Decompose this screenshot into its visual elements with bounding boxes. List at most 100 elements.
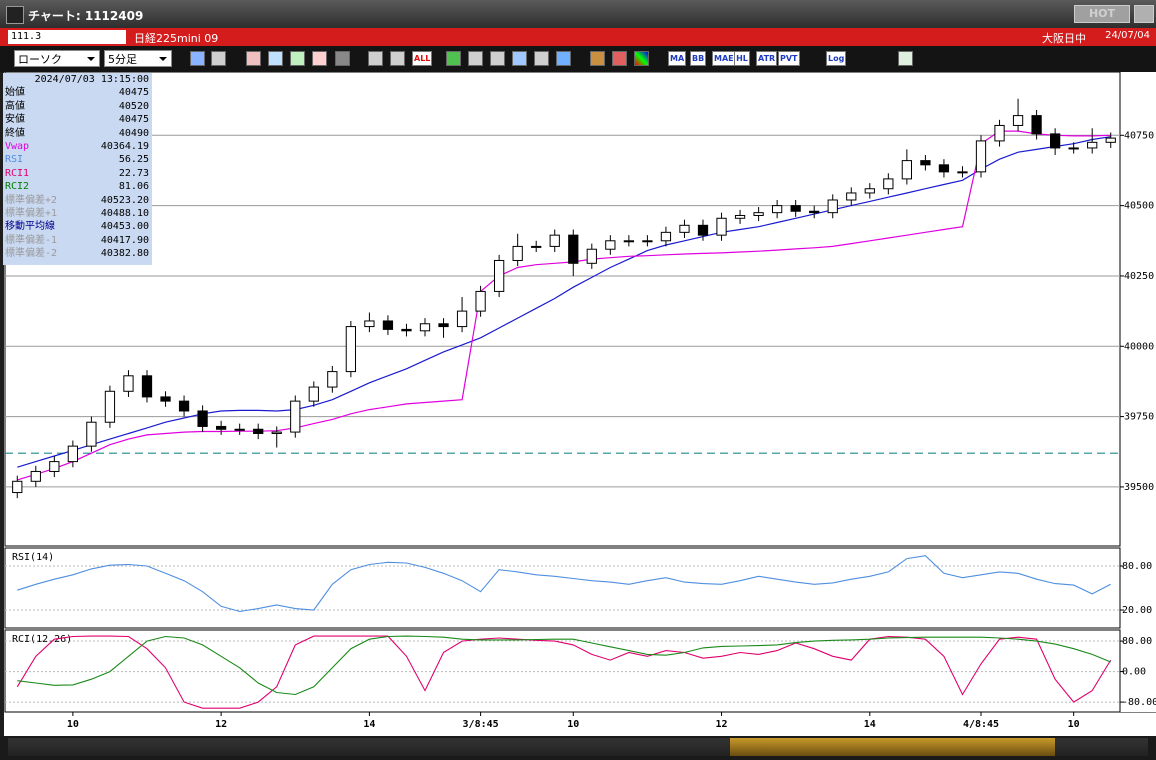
tool-icon[interactable] (211, 51, 226, 66)
toolbar-button[interactable]: ATR (756, 51, 778, 66)
toolbar-button[interactable]: MA (668, 51, 687, 66)
tool-icon[interactable] (390, 51, 405, 66)
scroll-thumb[interactable] (730, 738, 1055, 756)
candle-body (920, 160, 931, 166)
info-value: 22.73 (118, 167, 149, 179)
toolbar-button[interactable]: BB (690, 51, 707, 66)
toolbar-button[interactable]: Log (826, 51, 847, 66)
y-tick-label: 40250 (1124, 271, 1154, 282)
info-value: 40453.00 (100, 221, 149, 233)
hot-button[interactable]: HOT (1074, 5, 1130, 23)
candle-body (216, 425, 227, 430)
tool-icon[interactable] (898, 51, 913, 66)
chart-type-select[interactable]: ローソク (14, 50, 100, 67)
chart: 39500 39750 40000 40250 40500 40750 10 12 14 3/8:… (0, 72, 1156, 736)
tool-icon[interactable] (246, 51, 261, 66)
candle-body (994, 124, 1005, 142)
info-label: 始値 (5, 87, 25, 99)
candle-body (438, 323, 449, 328)
info-row: Vwap 40364.19 (3, 140, 152, 153)
candle-body (790, 205, 801, 212)
date: 24/07/04 (1105, 30, 1150, 41)
tool-icon[interactable] (268, 51, 283, 66)
tool-icon[interactable] (534, 51, 549, 66)
tool-icon[interactable] (190, 51, 205, 66)
info-label: RSI (5, 154, 24, 166)
toolbar-button[interactable]: ALL (412, 51, 433, 66)
candle-body (531, 245, 542, 248)
candle-body (1087, 141, 1098, 149)
tool-icon[interactable] (556, 51, 571, 66)
panel-frame (4, 72, 1121, 547)
candle-body (382, 320, 394, 330)
panel-title: RCI(12,26) (12, 634, 72, 645)
close-button[interactable] (1134, 5, 1154, 23)
candle-body (586, 248, 597, 264)
y-tick-label: 39750 (1124, 412, 1154, 423)
tool-icon[interactable] (490, 51, 505, 66)
info-row: 標準偏差+1 40488.10 (3, 207, 152, 220)
y-tick-label: 40000 (1124, 341, 1154, 352)
candle-body (1105, 137, 1116, 143)
candle-body (549, 234, 560, 247)
info-label: 標準偏差-1 (5, 234, 58, 246)
candle-body (512, 245, 523, 261)
candle-body (475, 290, 486, 312)
candle-body (30, 470, 41, 482)
toolbar-button[interactable]: PVT (778, 51, 800, 66)
tool-icon[interactable] (446, 51, 461, 66)
info-label: 標準偏差+1 (5, 207, 58, 219)
tool-icon[interactable] (590, 51, 605, 66)
candle-body (957, 171, 968, 174)
candle-body (86, 421, 97, 447)
toolbar-button[interactable]: HL (734, 51, 750, 66)
candle-body (1068, 147, 1079, 150)
info-value: 40364.19 (100, 140, 149, 152)
y-tick-label: -80.00 (1122, 697, 1156, 708)
tool-icon[interactable] (335, 51, 350, 66)
candle-body (271, 431, 282, 434)
info-value: 40488.10 (100, 207, 149, 219)
toolbar-button[interactable]: MAE (712, 51, 736, 66)
tool-icon[interactable] (634, 51, 649, 66)
info-row: 2024/07/03 13:15:00 (3, 73, 152, 86)
panel-title: RSI(14) (12, 552, 54, 563)
candle-body (1050, 133, 1061, 149)
tool-icon[interactable] (468, 51, 483, 66)
info-value: 40417.90 (100, 234, 149, 246)
candle-body (12, 480, 23, 494)
candle-body (642, 240, 653, 243)
tool-icon[interactable] (290, 51, 305, 66)
toolbar: ローソク 5分足 ALL MA BB MAE HL ATR PVT Log (0, 46, 1156, 72)
panel-frame (4, 547, 1121, 629)
candle-body (809, 210, 820, 214)
candle-body (494, 259, 505, 292)
candle-body (141, 375, 153, 398)
candle-body (827, 199, 838, 214)
candle-body (938, 164, 950, 173)
candle-body (253, 428, 264, 434)
info-row: 高値 40520 (3, 100, 152, 113)
session: 大阪日中 (1042, 32, 1086, 45)
candle-body (864, 188, 875, 194)
x-axis-area (5, 712, 1156, 713)
code-field[interactable]: 111.3 (8, 30, 126, 44)
tool-icon[interactable] (512, 51, 527, 66)
candle-body (290, 400, 301, 433)
tool-icon[interactable] (612, 51, 627, 66)
frame-left (0, 72, 4, 736)
indicator-line (17, 635, 1111, 696)
candle-body (846, 192, 857, 201)
candle-body (883, 178, 894, 190)
info-value: 81.06 (118, 181, 149, 193)
x-tick-label: 10 (1068, 719, 1080, 730)
candle-body (753, 212, 764, 216)
candle-body (178, 400, 190, 412)
interval-select[interactable]: 5分足 (104, 50, 172, 67)
x-tick-label: 10 (567, 719, 579, 730)
info-value: 56.25 (118, 154, 149, 166)
info-row: 標準偏差+2 40523.20 (3, 194, 152, 207)
tool-icon[interactable] (312, 51, 327, 66)
x-tick-label: 12 (716, 719, 728, 730)
tool-icon[interactable] (368, 51, 383, 66)
